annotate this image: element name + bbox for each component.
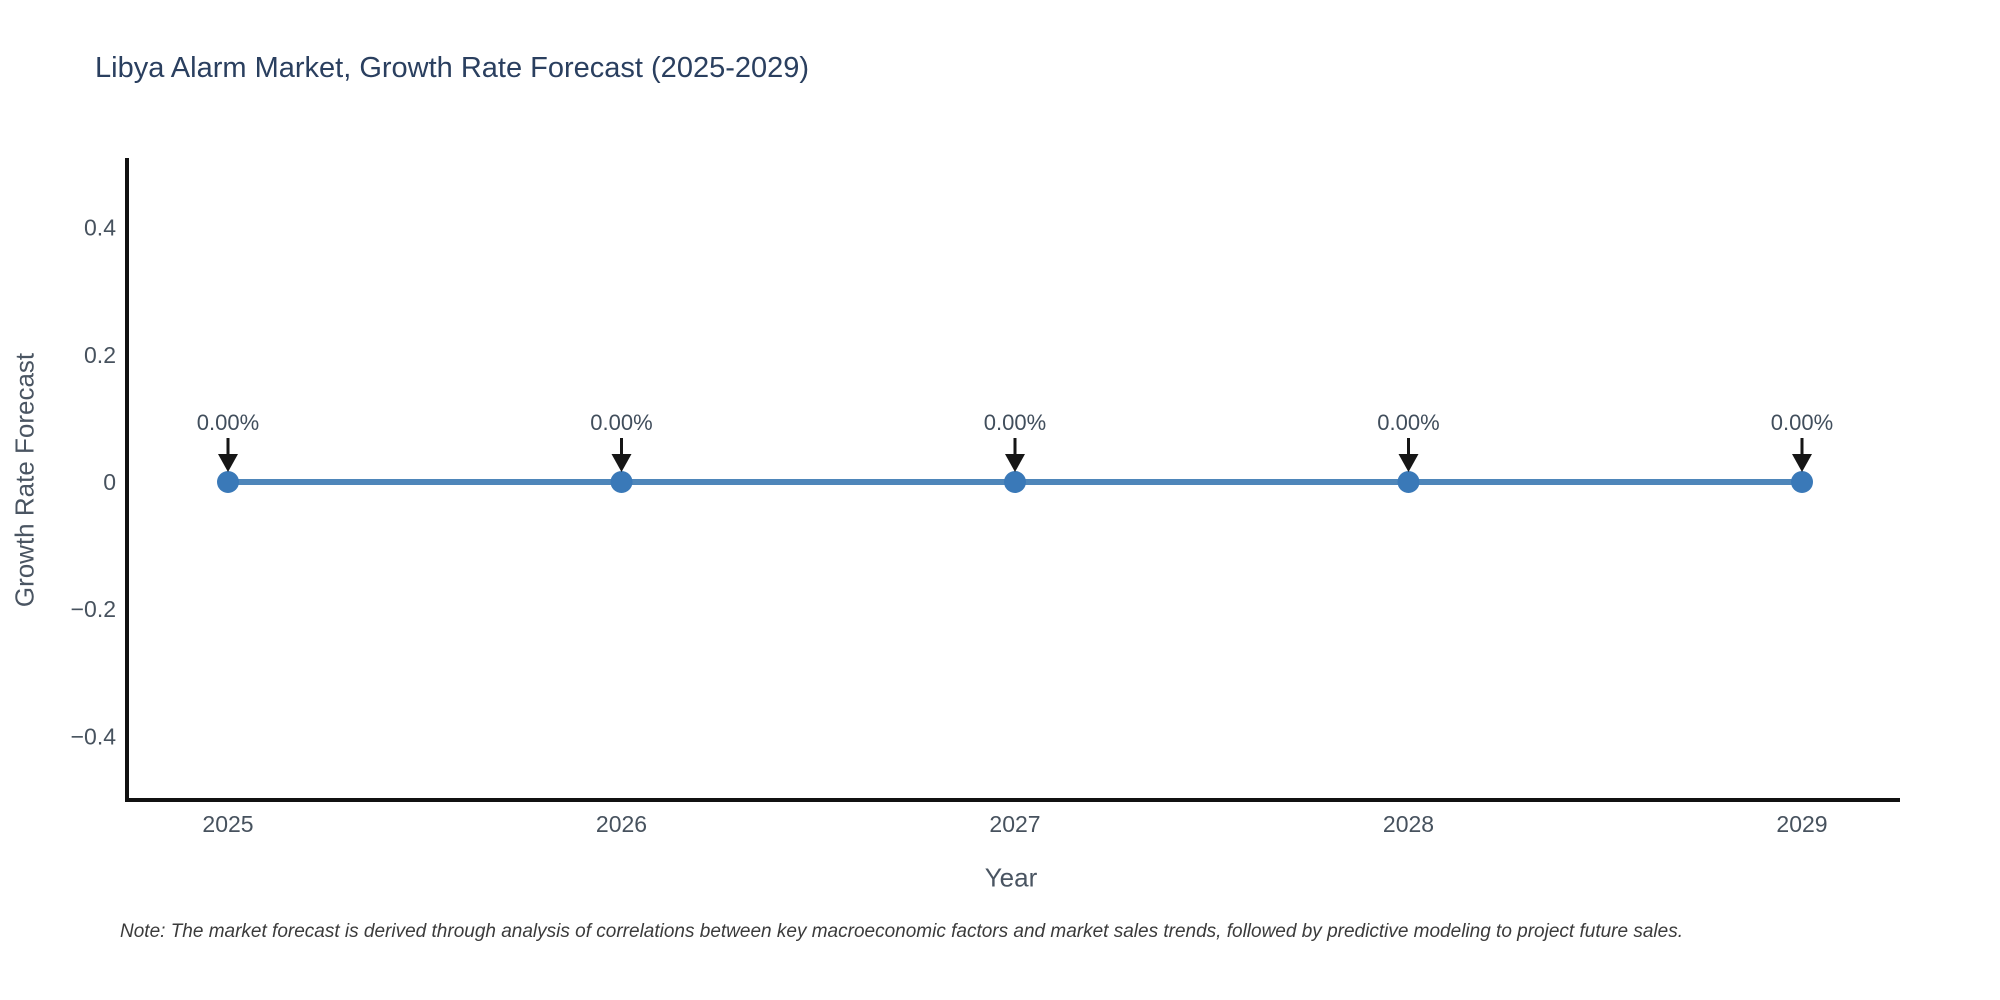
- y-tick-label: 0.2: [84, 342, 116, 368]
- y-tick-label: −0.2: [71, 596, 116, 622]
- annotation-label: 0.00%: [590, 410, 652, 435]
- annotation-label: 0.00%: [1377, 410, 1439, 435]
- annotation-arrow-head: [1792, 454, 1812, 472]
- footnote: Note: The market forecast is derived thr…: [120, 921, 1683, 942]
- y-axis-title: Growth Rate Forecast: [9, 352, 40, 608]
- x-tick-label: 2027: [989, 811, 1040, 837]
- x-axis-title: Year: [984, 862, 1038, 893]
- annotation-arrow-head: [1005, 454, 1025, 472]
- data-point[interactable]: [1791, 471, 1813, 493]
- annotation-label: 0.00%: [197, 410, 259, 435]
- y-tick-label: −0.4: [71, 723, 117, 749]
- annotation-arrow-head: [611, 454, 632, 472]
- annotation-arrow-head: [218, 454, 238, 472]
- x-tick-label: 2029: [1776, 811, 1827, 837]
- x-tick-label: 2026: [596, 811, 647, 837]
- y-tick-label: 0: [103, 469, 116, 495]
- x-tick-label: 2025: [202, 811, 253, 837]
- x-tick-label: 2028: [1383, 811, 1434, 837]
- y-tick-label: 0.4: [84, 215, 116, 241]
- data-point[interactable]: [610, 471, 633, 493]
- data-point[interactable]: [1004, 471, 1026, 493]
- chart-title: Libya Alarm Market, Growth Rate Forecast…: [95, 52, 810, 84]
- annotation-arrow-head: [1398, 454, 1419, 472]
- annotation-label: 0.00%: [984, 410, 1046, 435]
- data-point[interactable]: [217, 471, 239, 493]
- annotation-label: 0.00%: [1771, 410, 1833, 435]
- data-point[interactable]: [1397, 471, 1420, 493]
